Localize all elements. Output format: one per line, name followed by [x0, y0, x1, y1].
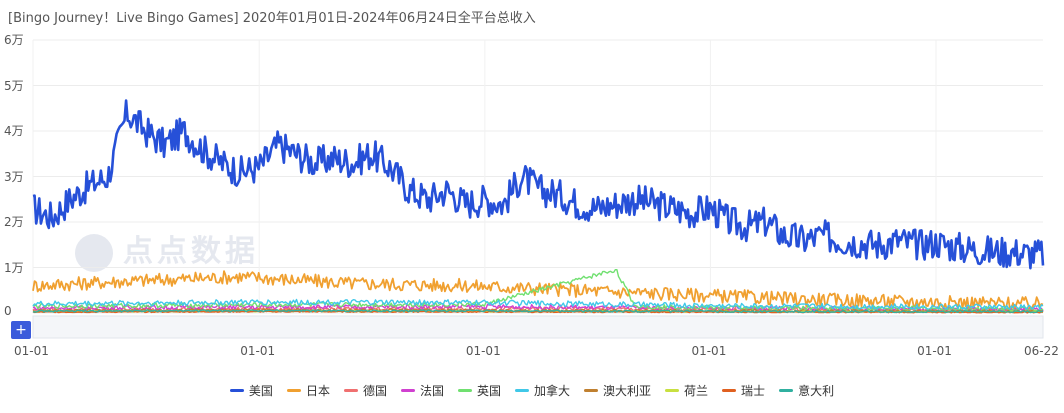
legend-item[interactable]: 日本: [286, 382, 330, 399]
series-line: [32, 99, 1045, 270]
x-tick-label: 06-22: [1024, 344, 1059, 358]
legend-item[interactable]: 加拿大: [515, 382, 570, 399]
legend-item[interactable]: 美国: [229, 382, 273, 399]
legend-label: 加拿大: [534, 384, 571, 398]
legend-swatch: [779, 389, 794, 392]
series-line: [32, 270, 1044, 311]
series-line: [32, 309, 1044, 314]
zoom-expand-button[interactable]: +: [11, 321, 31, 339]
legend-swatch: [665, 389, 680, 392]
legend-label: 日本: [305, 384, 330, 398]
legend-label: 法国: [419, 384, 444, 398]
legend-swatch: [584, 389, 599, 392]
y-tick-label: 3万: [4, 169, 24, 184]
legend-label: 澳大利亚: [603, 384, 652, 398]
series-line: [32, 298, 1044, 311]
legend-swatch: [229, 389, 244, 392]
legend-label: 意大利: [798, 384, 835, 398]
legend-label: 瑞士: [741, 384, 766, 398]
legend-label: 德国: [362, 384, 387, 398]
x-tick-label: 01-01: [465, 344, 501, 358]
legend-label: 英国: [476, 384, 501, 398]
legend-swatch: [457, 389, 472, 392]
legend-item[interactable]: 英国: [457, 382, 501, 399]
legend-item[interactable]: 荷兰: [665, 382, 708, 399]
watermark-logo-icon: [75, 233, 113, 272]
legend-item[interactable]: 德国: [343, 382, 387, 399]
legend-swatch: [515, 389, 529, 392]
y-tick-label: 1万: [4, 260, 24, 275]
legend-item[interactable]: 澳大利亚: [584, 382, 651, 399]
x-tick-label: 01-01: [691, 344, 727, 358]
x-tick-label: 01-01: [14, 344, 49, 358]
legend-swatch: [400, 389, 415, 392]
legend: 美国 日本 德国 法国 英国 加拿大 澳大利亚 荷兰 瑞士 意大利: [0, 382, 1064, 399]
legend-swatch: [722, 389, 737, 392]
y-tick-label: 0: [4, 304, 12, 318]
y-tick-label: 2万: [4, 215, 24, 229]
range-navigator: [32, 315, 1044, 339]
chart-area: [32, 39, 1045, 339]
legend-swatch: [286, 389, 301, 392]
x-tick-label: 01-01: [917, 344, 952, 358]
x-tick-label: 01-01: [240, 344, 276, 358]
y-tick-label: 5万: [4, 78, 24, 93]
legend-label: 美国: [248, 384, 273, 398]
y-tick-label: 6万: [4, 33, 24, 47]
legend-label: 荷兰: [684, 384, 709, 398]
legend-swatch: [343, 389, 358, 392]
watermark: 点点数据: [75, 226, 259, 272]
y-tick-label: 4万: [4, 124, 24, 138]
legend-item[interactable]: 意大利: [779, 382, 834, 399]
chart-title: [Bingo Journey！Live Bingo Games] 2020年01…: [8, 11, 536, 26]
legend-item[interactable]: 法国: [400, 382, 444, 399]
watermark-text: 点点数据: [123, 234, 259, 269]
legend-item[interactable]: 瑞士: [722, 382, 765, 399]
